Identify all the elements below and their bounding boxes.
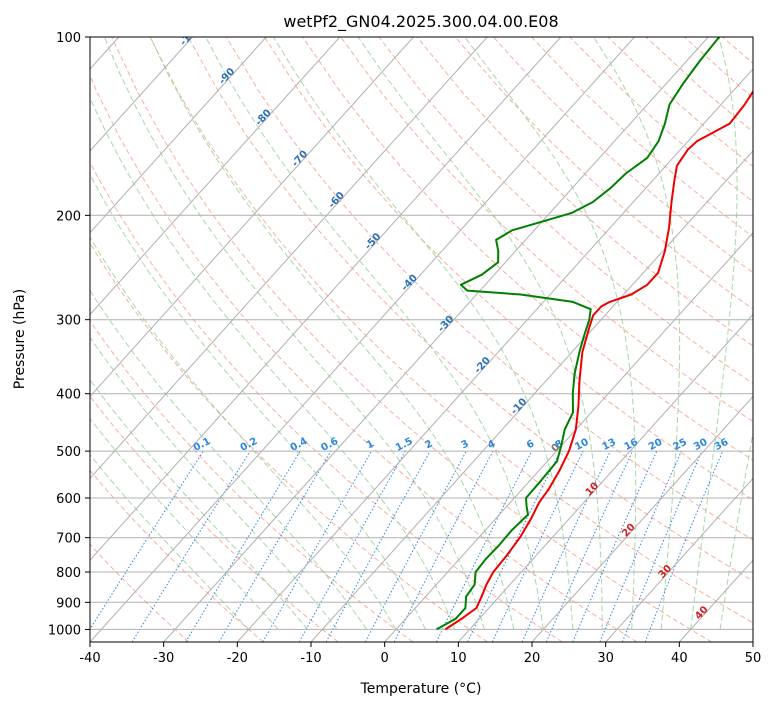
dry-adiabat — [90, 242, 488, 642]
x-axis-label: Temperature (°C) — [360, 681, 482, 697]
dry-adiabat — [149, 37, 753, 624]
dry-adiabat — [90, 469, 264, 642]
isotherm-label: -100 — [178, 22, 203, 48]
x-tick-label: 50 — [745, 651, 762, 666]
plot-area: 0.10.20.40.611.52346810131620253036-100-… — [90, 22, 753, 642]
isotherm-line — [90, 37, 488, 480]
plot-frame — [89, 36, 754, 643]
isotherm-line — [236, 68, 753, 642]
moist-adiabat — [90, 96, 456, 630]
moist-adiabat — [90, 289, 367, 630]
mixing-ratio-label: 2 — [423, 438, 434, 451]
y-tick-label: 600 — [56, 492, 81, 507]
isotherm-line — [90, 37, 414, 398]
dry-adiabat — [187, 37, 753, 582]
isotherm-line — [163, 37, 709, 642]
mixing-ratio-line — [364, 450, 467, 642]
sounding-series — [436, 37, 753, 631]
moist-adiabats — [90, 37, 753, 630]
moist-adiabat — [205, 37, 544, 630]
isotherm-line — [384, 232, 753, 642]
moist-adiabat — [273, 37, 574, 630]
moist-adiabat — [690, 37, 738, 630]
isotherm-line — [90, 37, 562, 561]
y-tick-label: 900 — [56, 596, 81, 611]
mixing-ratio-line — [325, 450, 431, 642]
y-axis-label: Pressure (hPa) — [12, 289, 28, 389]
moist-adiabat — [149, 37, 515, 630]
y-tick-label: 500 — [56, 445, 81, 460]
mixing-ratio-line — [572, 450, 658, 642]
dry-adiabat — [111, 37, 712, 642]
moist-adiabat — [357, 37, 603, 630]
x-tick-label: -10 — [300, 651, 321, 666]
moist-adiabat — [464, 37, 637, 630]
isotherm-line — [605, 477, 753, 642]
y-tick-label: 800 — [56, 566, 81, 581]
isotherm-line — [90, 37, 267, 234]
mixing-ratio-line — [644, 450, 724, 642]
isotherm-line — [531, 395, 753, 642]
y-tick-label: 200 — [56, 209, 81, 224]
isotherm-line — [90, 37, 193, 152]
x-tick-label: 10 — [450, 651, 467, 666]
y-axis-ticks: 100 200 300 400 500 600 700 800 900 1000 — [48, 31, 90, 638]
mixing-ratio-label: 4 — [486, 438, 497, 451]
dry-adiabat — [264, 37, 753, 501]
isotherm-gridlines — [90, 37, 753, 642]
x-tick-label: -20 — [227, 651, 248, 666]
isobar-gridlines — [90, 37, 753, 630]
moist-adiabat — [90, 173, 426, 630]
dry-adiabat — [454, 37, 753, 310]
x-tick-label: 40 — [671, 651, 688, 666]
mixing-ratio-lines — [90, 450, 724, 642]
dry-adiabat — [340, 37, 753, 423]
x-tick-label: -40 — [79, 651, 100, 666]
temperature-line — [444, 89, 753, 631]
mixing-ratio-line — [521, 450, 611, 642]
mixing-ratio-line — [298, 450, 406, 642]
mixing-ratio-line — [545, 450, 633, 642]
mixing-ratio-label: 6 — [525, 438, 536, 451]
mixing-ratio-line — [491, 450, 584, 642]
moist-adiabat — [90, 378, 308, 630]
mixing-ratio-label: 8 — [553, 438, 564, 451]
y-tick-label: 1000 — [48, 623, 81, 638]
mixing-ratio-line — [131, 450, 251, 642]
dry-adiabat — [90, 395, 339, 642]
y-tick-label: 700 — [56, 532, 81, 547]
mixing-ratio-line — [90, 450, 204, 630]
mixing-ratio-line — [435, 450, 533, 642]
mixing-ratio-line — [185, 450, 301, 642]
mixing-ratio-line — [599, 450, 682, 642]
y-tick-label: 400 — [56, 388, 81, 403]
mixing-ratio-line — [467, 450, 561, 642]
mixing-ratio-line — [621, 450, 703, 642]
x-tick-label: 30 — [597, 651, 614, 666]
moist-adiabat — [593, 37, 681, 630]
x-axis-ticks: -40 -30 -20 -10 0 10 20 30 40 50 — [79, 642, 761, 666]
y-tick-label: 300 — [56, 314, 81, 329]
y-tick-label: 100 — [56, 31, 81, 46]
chart-title: wetPf2_GN04.2025.300.04.00.E08 — [283, 12, 558, 32]
x-tick-label: 0 — [381, 651, 389, 666]
isotherm-line — [457, 313, 753, 642]
x-tick-label: 20 — [524, 651, 541, 666]
moist-adiabat — [719, 430, 753, 630]
moist-adiabat — [103, 37, 485, 630]
mixing-ratio-line — [393, 450, 494, 642]
dry-adiabat — [225, 37, 753, 541]
isotherm-line — [90, 37, 341, 316]
moist-adiabat — [90, 236, 397, 630]
isotherm-line — [90, 37, 635, 642]
dry-adiabat — [90, 161, 563, 642]
dewpoint-line — [436, 37, 720, 631]
x-tick-label: -30 — [153, 651, 174, 666]
moist-adiabat — [90, 454, 249, 630]
moist-adiabat — [90, 417, 279, 630]
mixing-ratio-label: 1 — [365, 438, 376, 451]
mixing-ratio-label: 3 — [459, 438, 470, 451]
